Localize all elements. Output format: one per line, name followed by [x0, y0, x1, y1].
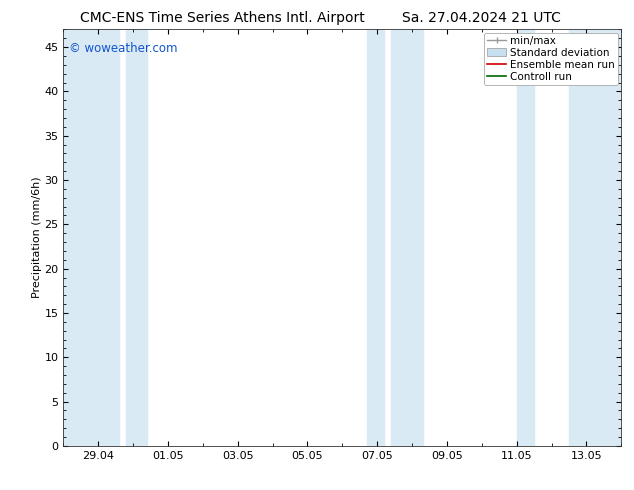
- Bar: [391, 29, 422, 446]
- Bar: [517, 29, 534, 446]
- Text: Sa. 27.04.2024 21 UTC: Sa. 27.04.2024 21 UTC: [403, 11, 561, 25]
- Text: CMC-ENS Time Series Athens Intl. Airport: CMC-ENS Time Series Athens Intl. Airport: [79, 11, 365, 25]
- Y-axis label: Precipitation (mm/6h): Precipitation (mm/6h): [32, 177, 42, 298]
- Bar: [126, 29, 147, 446]
- Bar: [569, 29, 621, 446]
- Text: © woweather.com: © woweather.com: [69, 42, 178, 55]
- Legend: min/max, Standard deviation, Ensemble mean run, Controll run: min/max, Standard deviation, Ensemble me…: [484, 32, 618, 85]
- Bar: [366, 29, 384, 446]
- Bar: [63, 29, 119, 446]
